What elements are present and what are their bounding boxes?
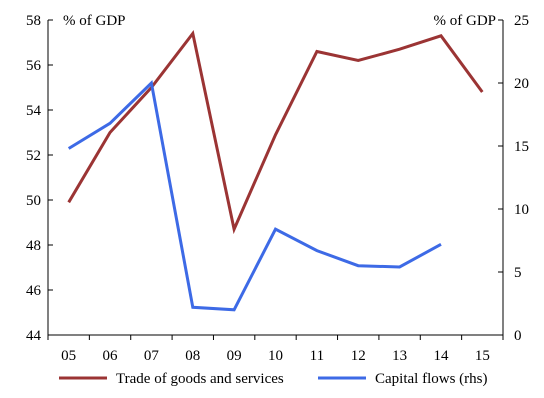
left-axis-ticks: 44 46 48 50 52 54 56 58 xyxy=(26,13,53,344)
left-tick-label: 54 xyxy=(26,103,42,119)
left-axis-unit-label: % of GDP xyxy=(63,13,126,29)
x-tick-label: 11 xyxy=(310,348,324,364)
x-tick-label: 07 xyxy=(144,348,160,364)
x-tick-label: 06 xyxy=(103,348,119,364)
x-tick-label: 12 xyxy=(351,348,366,364)
x-axis-ticks: 05 06 07 08 09 10 11 12 13 14 15 xyxy=(47,335,504,364)
series-line-2 xyxy=(67,79,442,312)
legend-label: Trade of goods and services xyxy=(116,371,284,387)
left-tick-label: 46 xyxy=(26,283,42,299)
left-tick-label: 52 xyxy=(26,148,41,164)
left-tick-label: 50 xyxy=(26,193,41,209)
x-tick-label: 05 xyxy=(61,348,76,364)
series-line-1 xyxy=(67,29,484,235)
x-tick-label: 14 xyxy=(433,348,449,364)
x-tick-label: 15 xyxy=(475,348,490,364)
left-tick-label: 56 xyxy=(26,58,42,74)
right-axis-ticks: 0 5 10 15 20 25 xyxy=(498,13,529,344)
left-tick-label: 58 xyxy=(26,13,41,29)
x-tick-label: 10 xyxy=(268,348,283,364)
right-axis-unit-label: % of GDP xyxy=(434,13,497,29)
x-tick-label: 08 xyxy=(185,348,200,364)
left-tick-label: 44 xyxy=(26,328,42,344)
right-tick-label: 25 xyxy=(514,13,529,29)
x-tick-label: 09 xyxy=(227,348,242,364)
legend-label: Capital flows (rhs) xyxy=(375,371,487,387)
right-tick-label: 20 xyxy=(514,76,529,92)
right-tick-label: 10 xyxy=(514,202,529,218)
legend: Trade of goods and services Capital flows… xyxy=(59,371,487,387)
right-tick-label: 15 xyxy=(514,139,529,155)
right-tick-label: 5 xyxy=(514,265,522,281)
right-tick-label: 0 xyxy=(514,328,522,344)
series-lines xyxy=(67,29,484,312)
axes xyxy=(47,20,504,336)
x-tick-label: 13 xyxy=(392,348,407,364)
left-tick-label: 48 xyxy=(26,238,41,254)
